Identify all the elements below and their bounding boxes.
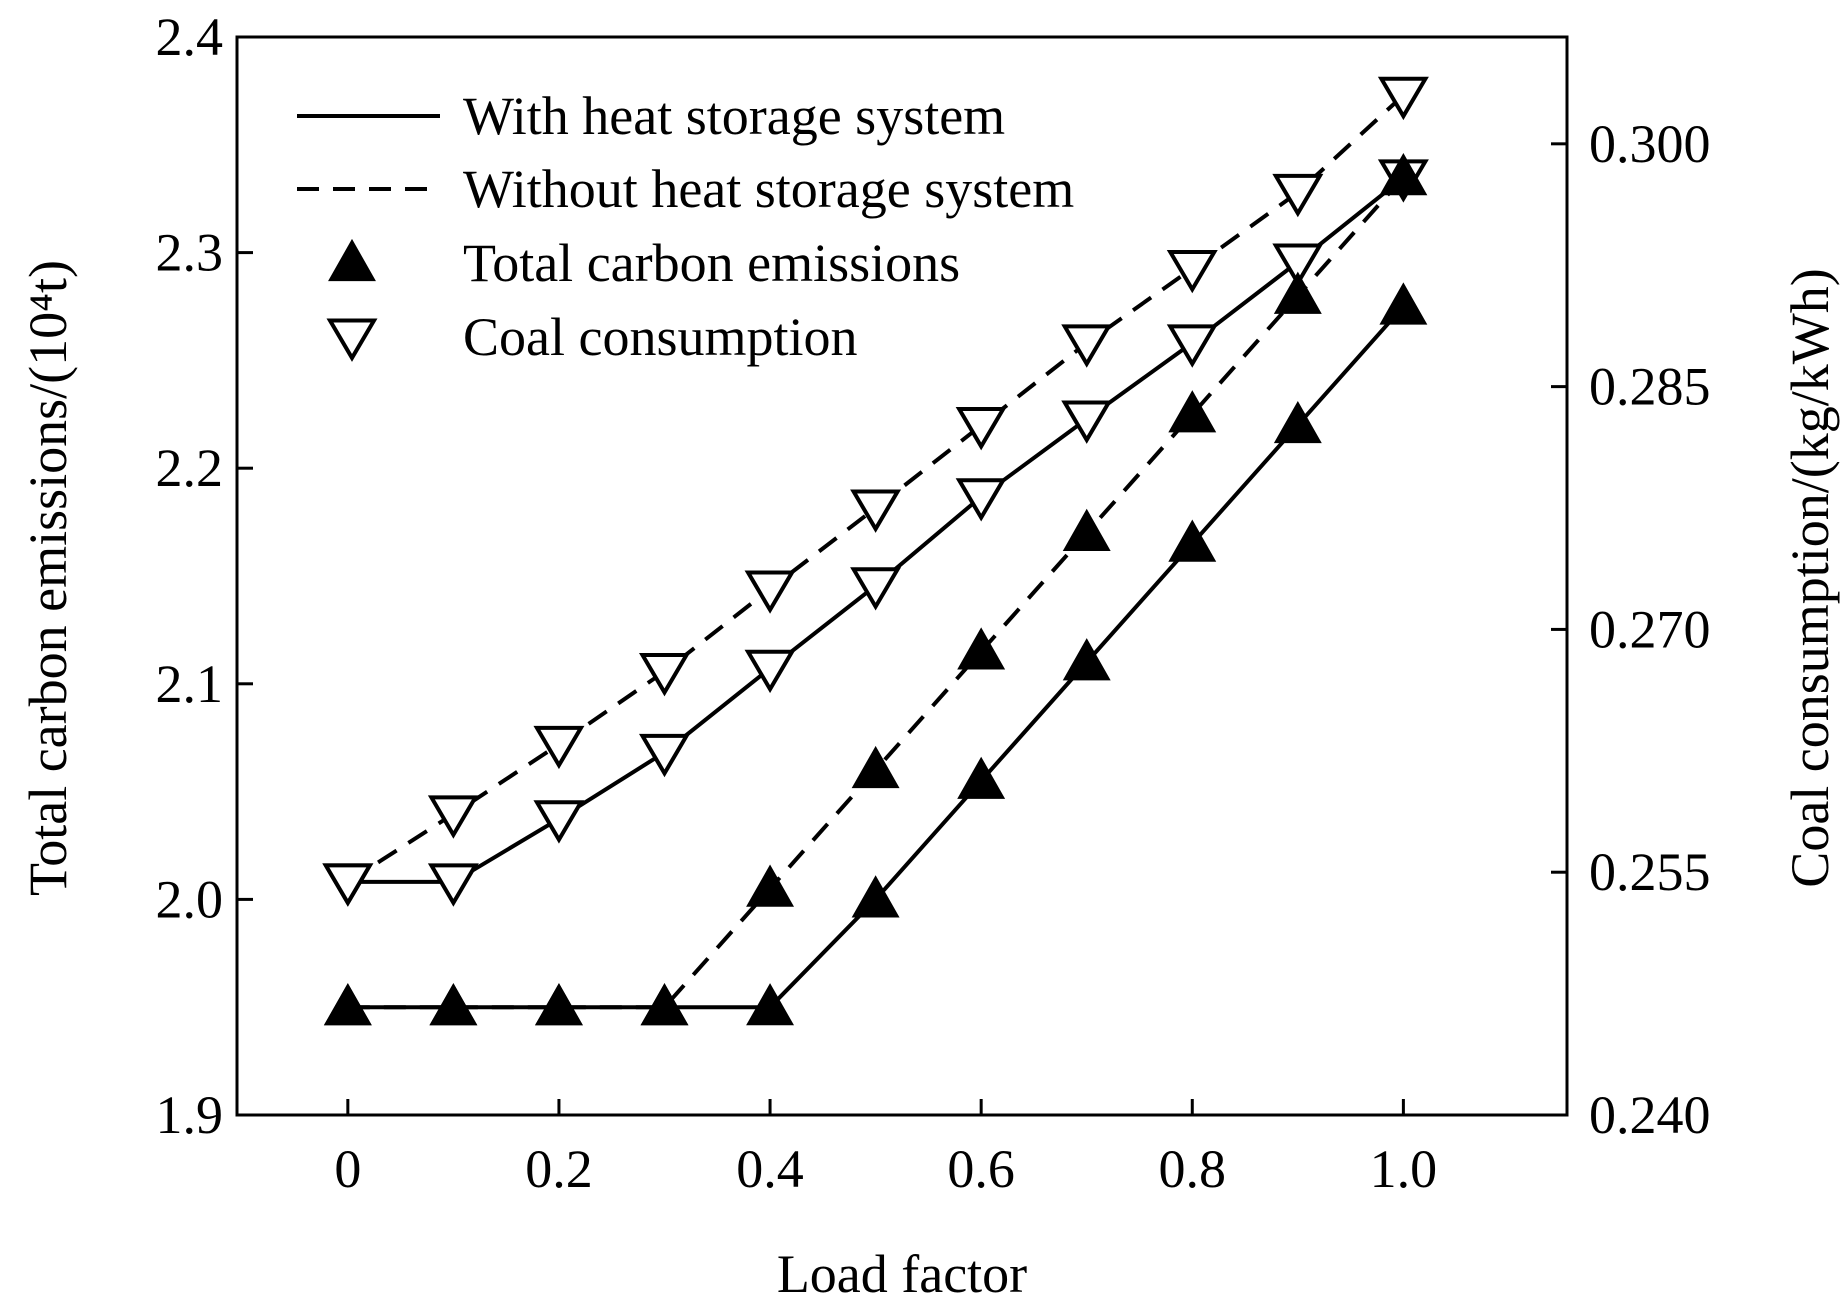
- x-axis-title: Load factor: [777, 1244, 1027, 1304]
- point-marker: [534, 983, 583, 1026]
- y-left-tick-label: 2.3: [156, 223, 224, 283]
- point-marker: [1272, 243, 1324, 287]
- point-marker: [1062, 638, 1111, 681]
- y-left-tick-label: 2.4: [156, 7, 224, 67]
- series-3: [323, 282, 1428, 1026]
- y-left-tick-label: 1.9: [156, 1085, 224, 1145]
- legend-open-triangle-icon: [326, 318, 378, 362]
- point-marker: [1377, 76, 1429, 121]
- point-marker: [955, 406, 1007, 451]
- legend-label: Without heat storage system: [463, 159, 1074, 219]
- point-marker: [957, 756, 1006, 799]
- y-right-tick-label: 0.300: [1589, 114, 1711, 174]
- legend-item-2: Total carbon emissions: [328, 233, 960, 293]
- point-marker: [427, 863, 479, 907]
- point-marker: [1168, 519, 1217, 562]
- point-marker: [1273, 271, 1322, 314]
- point-marker: [851, 745, 900, 789]
- series-1: [322, 159, 1429, 907]
- point-marker: [323, 983, 372, 1026]
- y-right-tick-label: 0.285: [1589, 357, 1711, 417]
- y-left-tick-label: 2.1: [156, 654, 224, 714]
- x-tick-label: 0.2: [525, 1139, 593, 1199]
- point-marker: [533, 800, 585, 844]
- legend-filled-triangle-icon: [328, 238, 376, 282]
- point-marker: [533, 725, 585, 770]
- point-marker: [955, 478, 1007, 522]
- y-left-tick-label: 2.2: [156, 438, 224, 498]
- x-tick-label: 0.6: [947, 1139, 1015, 1199]
- x-tick-label: 0.4: [736, 1139, 804, 1199]
- point-marker: [1166, 324, 1218, 368]
- ticks: 0 0.2 0.4 0.6 0.8 1.0 1.9 2.0 2.1 2.2 2.3 2.4 0.240 0…: [156, 7, 1711, 1199]
- point-marker: [1062, 508, 1111, 551]
- legend-item-3: Coal consumption: [326, 307, 857, 367]
- point-marker: [640, 983, 689, 1026]
- point-marker: [322, 863, 374, 907]
- legend-item-1: Without heat storage system: [297, 159, 1074, 219]
- point-marker: [744, 570, 796, 614]
- series-line-0: [346, 93, 1405, 884]
- point-marker: [746, 983, 795, 1026]
- y-right-tick-label: 0.255: [1589, 842, 1711, 902]
- point-marker: [1166, 249, 1218, 294]
- point-marker: [427, 795, 479, 839]
- x-tick-label: 0: [334, 1139, 361, 1199]
- point-marker: [1168, 390, 1217, 433]
- point-marker: [1273, 400, 1322, 444]
- point-marker: [957, 627, 1006, 670]
- point-marker: [639, 733, 690, 778]
- point-marker: [1379, 153, 1428, 196]
- x-tick-label: 1.0: [1370, 1139, 1438, 1199]
- point-marker: [1379, 282, 1428, 325]
- y-right-tick-label: 0.270: [1589, 599, 1711, 659]
- legend-label: With heat storage system: [463, 86, 1005, 146]
- y-axis-right-title: Coal consumption/(kg/kWh): [1780, 268, 1840, 887]
- point-marker: [639, 652, 690, 697]
- x-tick-label: 0.8: [1159, 1139, 1227, 1199]
- point-marker: [1272, 173, 1324, 218]
- y-axis-left-title: Total carbon emissions/(10⁴t): [18, 260, 78, 896]
- point-marker: [429, 983, 478, 1026]
- point-marker: [1061, 400, 1113, 444]
- legend-label: Coal consumption: [463, 307, 857, 367]
- point-marker: [1061, 324, 1113, 368]
- series-line-2: [347, 175, 1405, 1010]
- legend-item-0: With heat storage system: [297, 86, 1005, 146]
- legend-label: Total carbon emissions: [463, 233, 960, 293]
- series-group: [322, 76, 1429, 1026]
- point-marker: [850, 567, 902, 611]
- point-marker: [746, 864, 795, 907]
- legend: With heat storage system Without heat sto…: [297, 86, 1074, 367]
- y-left-tick-label: 2.0: [156, 869, 224, 929]
- point-marker: [850, 489, 902, 533]
- point-marker: [851, 875, 900, 918]
- y-right-tick-label: 0.240: [1589, 1085, 1711, 1145]
- plot-frame: [235, 35, 1569, 1117]
- point-marker: [744, 649, 796, 694]
